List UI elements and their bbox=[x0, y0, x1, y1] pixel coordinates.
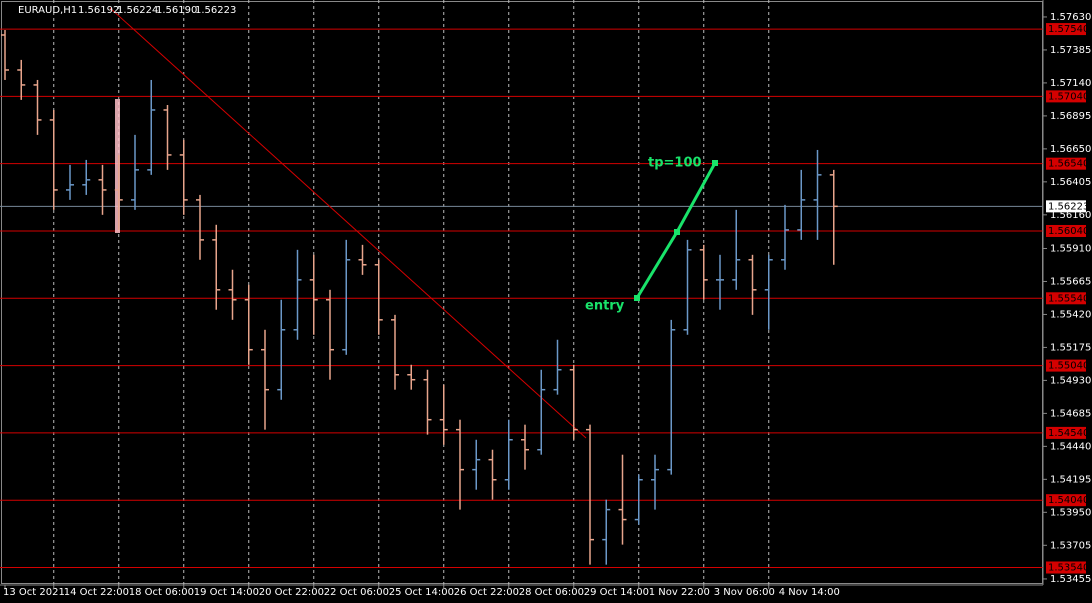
x-tick-label: 19 Oct 14:00 bbox=[194, 587, 259, 598]
level-label: 1.55540 bbox=[1048, 293, 1089, 304]
y-tick-label: 1.57630 bbox=[1050, 12, 1091, 23]
y-tick-label: 1.53705 bbox=[1050, 540, 1091, 551]
y-tick-label: 1.54440 bbox=[1050, 441, 1091, 452]
x-tick-label: 28 Oct 06:00 bbox=[519, 587, 584, 598]
y-tick-label: 1.55910 bbox=[1050, 243, 1091, 254]
trade-point[interactable] bbox=[634, 295, 640, 301]
trade-point[interactable] bbox=[712, 160, 718, 166]
header-high: 1.56224 bbox=[117, 5, 158, 16]
y-tick-label: 1.54930 bbox=[1050, 375, 1091, 386]
grid bbox=[53, 0, 770, 585]
x-tick-label: 22 Oct 06:00 bbox=[324, 587, 389, 598]
y-tick-label: 1.56650 bbox=[1050, 144, 1091, 155]
x-tick-label: 1 Nov 22:00 bbox=[649, 587, 710, 598]
level-label-box bbox=[1046, 494, 1086, 507]
selection-highlight bbox=[115, 99, 120, 233]
level-label: 1.57040 bbox=[1048, 91, 1089, 102]
trend-line[interactable] bbox=[109, 7, 587, 439]
y-tick-label: 1.57140 bbox=[1050, 78, 1091, 89]
plot-frame bbox=[1, 1, 1043, 584]
header-open: 1.56192 bbox=[78, 5, 119, 16]
level-label-box bbox=[1046, 23, 1086, 36]
y-tick-label: 1.54195 bbox=[1050, 474, 1091, 485]
y-tick-label: 1.53455 bbox=[1050, 574, 1091, 585]
level-label: 1.54540 bbox=[1048, 428, 1089, 439]
x-tick-label: 26 Oct 22:00 bbox=[454, 587, 519, 598]
current-price-box bbox=[1046, 200, 1086, 213]
level-label: 1.53540 bbox=[1048, 563, 1089, 574]
x-tick-label: 25 Oct 14:00 bbox=[389, 587, 454, 598]
y-tick-label: 1.56405 bbox=[1050, 177, 1091, 188]
annotation: tp=100 bbox=[648, 156, 702, 171]
y-tick-label: 1.55420 bbox=[1050, 309, 1091, 320]
level-label-box bbox=[1046, 426, 1086, 439]
level-label-box bbox=[1046, 90, 1086, 103]
x-tick-label: 29 Oct 14:00 bbox=[584, 587, 649, 598]
y-tick-label: 1.55665 bbox=[1050, 276, 1091, 287]
y-tick-label: 1.56160 bbox=[1050, 210, 1091, 221]
header-close: 1.56223 bbox=[195, 5, 236, 16]
x-tick-label: 3 Nov 06:00 bbox=[714, 587, 775, 598]
x-tick-label: 18 Oct 06:00 bbox=[129, 587, 194, 598]
x-tick-label: 13 Oct 2021 bbox=[3, 587, 65, 598]
y-tick-label: 1.56895 bbox=[1050, 111, 1091, 122]
level-label: 1.54040 bbox=[1048, 495, 1089, 506]
y-tick-label: 1.53950 bbox=[1050, 507, 1091, 518]
header-low: 1.56190 bbox=[156, 5, 197, 16]
levels bbox=[0, 28, 1043, 569]
current-price-label: 1.56223 bbox=[1048, 201, 1089, 212]
level-label-box bbox=[1046, 157, 1086, 170]
x-tick-label: 4 Nov 14:00 bbox=[779, 587, 840, 598]
level-label: 1.56540 bbox=[1048, 159, 1089, 170]
y-tick-label: 1.57385 bbox=[1050, 45, 1091, 56]
level-label-box bbox=[1046, 359, 1086, 372]
level-label: 1.57540 bbox=[1048, 24, 1089, 35]
level-label-box bbox=[1046, 292, 1086, 305]
level-label: 1.56040 bbox=[1048, 226, 1089, 237]
level-label-box bbox=[1046, 561, 1086, 574]
y-tick-label: 1.55175 bbox=[1050, 342, 1091, 353]
level-label-box bbox=[1046, 224, 1086, 237]
trade-point[interactable] bbox=[674, 229, 680, 235]
x-tick-label: 14 Oct 22:00 bbox=[64, 587, 129, 598]
y-tick-label: 1.54685 bbox=[1050, 408, 1091, 419]
bars bbox=[1, 30, 838, 565]
symbol: EURAUD,H1 bbox=[18, 5, 77, 16]
annotation: entry bbox=[585, 299, 625, 314]
level-label: 1.55040 bbox=[1048, 361, 1089, 372]
x-tick-label: 20 Oct 22:00 bbox=[259, 587, 324, 598]
